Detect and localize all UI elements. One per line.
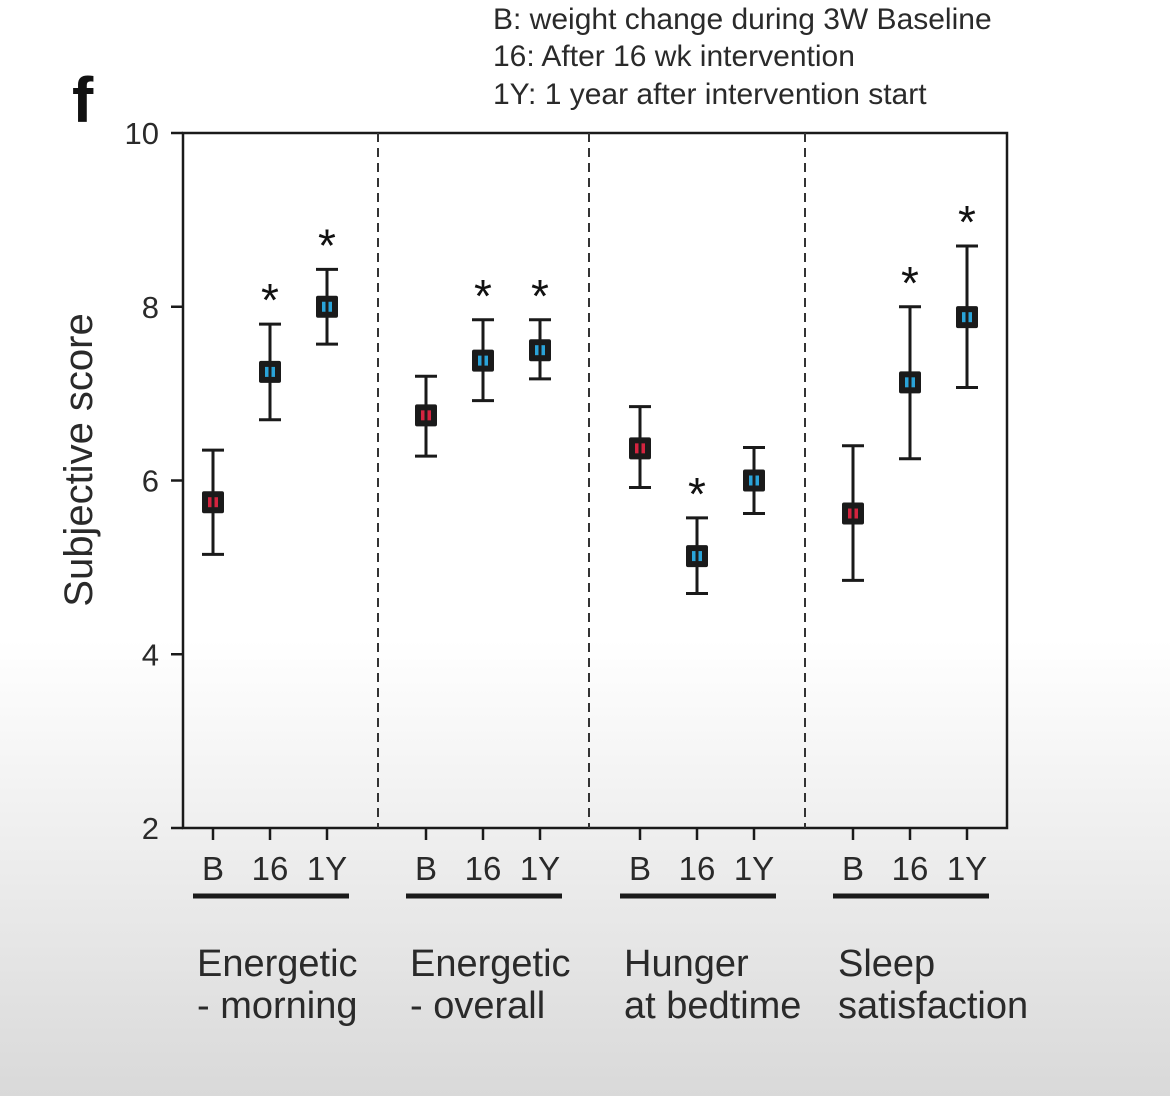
marker-inner-right-group-2-1y [541,345,545,356]
x-tick-label-group-3-b: B [629,850,651,887]
marker-inner-left-group-2-16 [478,355,482,366]
marker-inner-right-group-2-16 [484,355,488,366]
legend-line-16wk: 16: After 16 wk intervention [493,40,855,73]
significance-star-group-2-16: * [474,270,492,322]
x-tick-label-group-3-16: 16 [679,850,716,887]
data-marks: * * * * * * * [202,196,978,595]
y-tick-label-8: 8 [142,290,159,325]
group-3-label-line-1: Hunger [624,943,749,985]
marker-group-3-1y [743,469,765,492]
marker-inner-right-group-1-b [214,497,218,508]
legend-line-baseline: B: weight change during 3W Baseline [493,3,992,36]
x-tick-label-group-4-b: B [842,850,864,887]
y-tick-label-4: 4 [142,637,159,672]
marker-group-4-16 [899,371,921,394]
marker-group-4-1y [956,306,978,329]
y-axis-label: Subjective score [57,313,101,606]
marker-inner-right-group-1-16 [271,366,275,377]
significance-star-group-4-16: * [901,257,919,309]
marker-inner-left-group-3-b [635,443,639,454]
group-2-label-line-1: Energetic [410,943,571,985]
group-1-label-line-2: - morning [197,985,358,1027]
marker-inner-right-group-3-16 [698,551,702,562]
x-tick-label-group-4-1y: 1Y [947,850,987,887]
marker-inner-right-group-3-b [641,443,645,454]
panel-letter: f [72,64,94,136]
group-4-label-line-2: satisfaction [838,985,1028,1027]
marker-inner-left-group-1-b [208,497,212,508]
x-tick-label-group-3-1y: 1Y [734,850,774,887]
marker-inner-left-group-4-16 [905,377,909,388]
marker-inner-left-group-1-1y [322,301,326,312]
marker-inner-right-group-4-b [854,508,858,519]
marker-inner-left-group-4-b [848,508,852,519]
y-tick-label-10: 10 [125,116,159,151]
marker-inner-right-group-4-1y [968,312,972,323]
significance-star-group-1-1y: * [318,219,336,271]
marker-group-3-16 [686,545,708,568]
x-tick-label-group-1-16: 16 [252,850,289,887]
group-separators [377,133,806,828]
marker-inner-left-group-2-1y [535,345,539,356]
significance-star-group-3-16: * [688,468,706,520]
x-tick-label-group-4-16: 16 [892,850,929,887]
y-tick-label-2: 2 [142,811,159,846]
marker-group-1-16 [259,360,281,383]
marker-group-2-16 [472,349,494,372]
marker-inner-right-group-1-1y [328,301,332,312]
marker-group-2-b [415,404,437,427]
marker-group-1-1y [316,295,338,318]
x-tick-label-group-1-b: B [202,850,224,887]
marker-inner-left-group-3-16 [692,551,696,562]
plot-frame [181,131,1009,830]
x-axis: B 16 1Y B 16 1Y B 16 1Y B 16 1Y [202,828,987,887]
x-tick-label-group-2-16: 16 [465,850,502,887]
marker-inner-right-group-4-16 [911,377,915,388]
marker-inner-right-group-2-b [427,410,431,421]
marker-inner-left-group-4-1y [962,312,966,323]
significance-star-group-2-1y: * [531,270,549,322]
marker-group-3-b [629,437,651,460]
marker-inner-left-group-3-1y [749,475,753,486]
x-tick-label-group-1-1y: 1Y [307,850,347,887]
marker-group-4-b [842,502,864,525]
marker-inner-right-group-3-1y [755,475,759,486]
legend: B: weight change during 3W Baseline 16: … [493,3,992,111]
group-4-label-line-1: Sleep [838,943,935,985]
x-tick-label-group-2-1y: 1Y [520,850,560,887]
marker-group-1-b [202,491,224,514]
x-tick-label-group-2-b: B [415,850,437,887]
group-2-label-line-2: - overall [410,985,545,1027]
group-1-label-line-1: Energetic [197,943,358,985]
marker-inner-left-group-1-16 [265,366,269,377]
marker-group-2-1y [529,339,551,362]
significance-star-group-1-16: * [261,274,279,326]
y-tick-label-6: 6 [142,464,159,499]
y-axis: 2 4 6 8 10 [125,116,183,846]
legend-line-1year: 1Y: 1 year after intervention start [493,78,927,111]
marker-inner-left-group-2-b [421,410,425,421]
group-3-label-line-2: at bedtime [624,985,801,1027]
significance-star-group-4-1y: * [958,196,976,248]
